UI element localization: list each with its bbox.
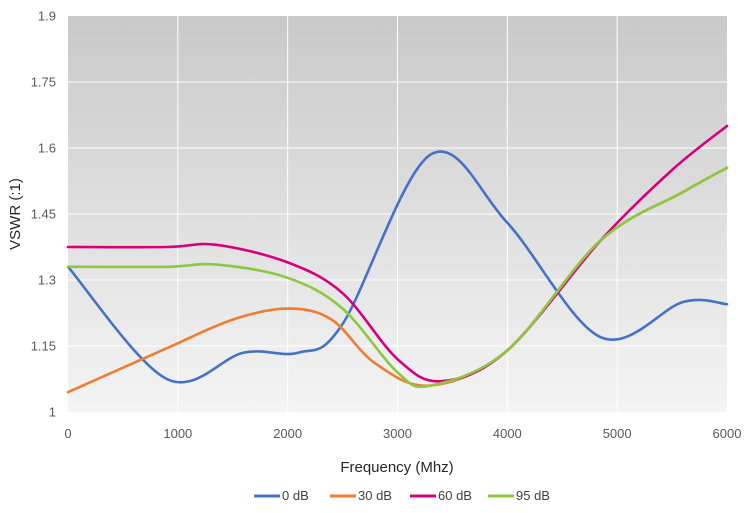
- x-tick-label: 0: [64, 426, 71, 441]
- y-tick-labels: 1 1.15 1.3 1.45 1.6 1.75 1.9: [31, 9, 56, 420]
- x-tick-label: 3000: [383, 426, 412, 441]
- x-tick-labels: 0 1000 2000 3000 4000 5000 6000: [64, 426, 741, 441]
- legend-label: 60 dB: [438, 488, 472, 503]
- series-lines: [66, 124, 729, 394]
- y-tick-label: 1.6: [38, 141, 56, 156]
- series-line-0: [66, 150, 729, 384]
- y-tick-label: 1.75: [31, 75, 56, 90]
- y-axis-label: VSWR (:1): [7, 178, 24, 250]
- y-tick-label: 1.9: [38, 9, 56, 24]
- x-tick-label: 5000: [603, 426, 632, 441]
- legend-item: 0 dB: [254, 488, 309, 503]
- legend-item: 60 dB: [410, 488, 472, 503]
- legend-item: 95 dB: [488, 488, 550, 503]
- legend-label: 30 dB: [358, 488, 392, 503]
- x-tick-label: 6000: [713, 426, 742, 441]
- legend-label: 95 dB: [516, 488, 550, 503]
- legend-label: 0 dB: [282, 488, 309, 503]
- y-tick-label: 1: [49, 405, 56, 420]
- legend: 0 dB 30 dB 60 dB 95 dB: [254, 488, 550, 503]
- y-tick-label: 1.3: [38, 273, 56, 288]
- y-tick-label: 1.15: [31, 339, 56, 354]
- x-tick-label: 2000: [273, 426, 302, 441]
- series-line-2: [66, 124, 729, 383]
- x-tick-label: 4000: [493, 426, 522, 441]
- grid: [68, 16, 727, 412]
- series-line-3: [66, 166, 729, 389]
- x-axis-label: Frequency (Mhz): [340, 459, 453, 476]
- y-tick-label: 1.45: [31, 207, 56, 222]
- legend-item: 30 dB: [330, 488, 392, 503]
- x-tick-label: 1000: [163, 426, 192, 441]
